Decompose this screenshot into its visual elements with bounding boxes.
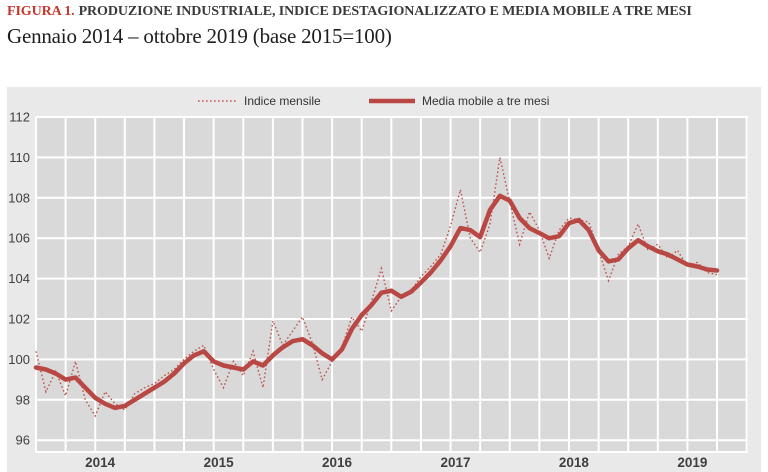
x-axis-year-label: 2016 (322, 455, 353, 470)
monthly-index-line (35, 157, 718, 418)
x-axis-year-label: 2014 (85, 455, 116, 470)
y-axis-tick-label: 102 (8, 312, 30, 327)
y-axis-tick-label: 104 (8, 271, 30, 286)
figure-title-text: PRODUZIONE INDUSTRIALE, INDICE DESTAGION… (78, 4, 692, 19)
x-axis-year-label: 2017 (440, 455, 470, 470)
legend-moving-average-label: Media mobile a tre mesi (422, 94, 549, 108)
moving-average-line (33, 193, 720, 411)
y-axis-tick-label: 96 (16, 433, 30, 448)
legend-monthly-label: Indice mensile (244, 94, 321, 108)
y-axis-tick-label: 108 (8, 190, 30, 205)
figure-title: FIGURA 1. PRODUZIONE INDUSTRIALE, INDICE … (7, 3, 727, 21)
x-axis-year-label: 2018 (559, 455, 590, 470)
y-axis-tick-label: 98 (16, 392, 30, 407)
legend: Indice mensile Media mobile a tre mesi (198, 94, 549, 108)
figure-subtitle: Gennaio 2014 – ottobre 2019 (base 2015=1… (7, 24, 392, 49)
y-axis-tick-label: 110 (9, 150, 30, 165)
x-axis-year-label: 2015 (204, 455, 235, 470)
line-chart-svg: 96 98 100 102 104 106 108 110 112 2014 2015 2016 201… (7, 87, 761, 472)
title-block: FIGURA 1. PRODUZIONE INDUSTRIALE, INDICE … (7, 3, 754, 49)
figure-label: FIGURA 1. (7, 4, 75, 19)
x-axis-year-label: 2019 (677, 455, 707, 470)
y-axis-tick-label: 112 (9, 110, 30, 125)
gridlines (35, 116, 748, 453)
y-axis-tick-label: 106 (8, 231, 30, 246)
y-axis-tick-label: 100 (8, 352, 30, 367)
